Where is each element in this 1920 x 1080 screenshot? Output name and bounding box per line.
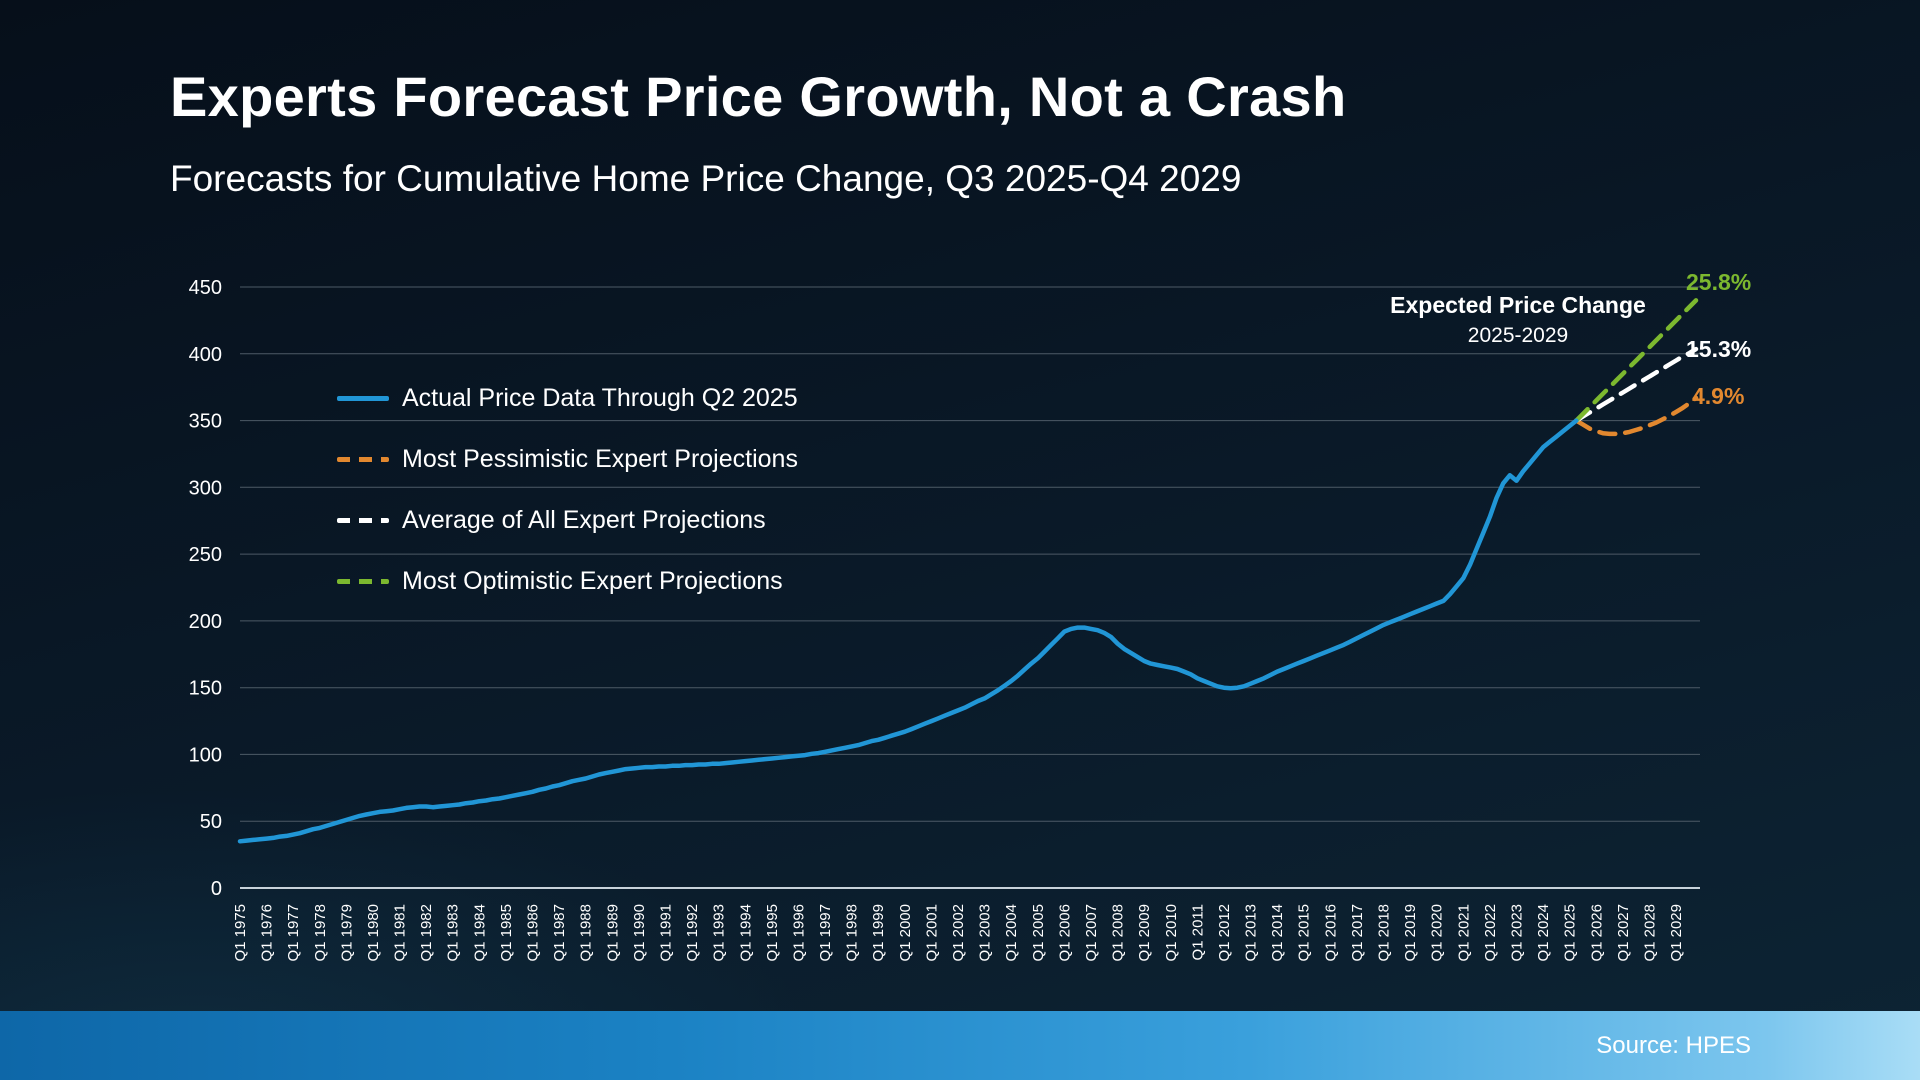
x-axis-tick-label: Q1 2026 — [1588, 904, 1605, 962]
legend-dashed-line-swatch — [337, 457, 389, 462]
legend: Actual Price Data Through Q2 2025 Most Pe… — [337, 368, 798, 612]
x-axis-tick-label: Q1 2021 — [1455, 904, 1472, 962]
x-axis-tick-label: Q1 2025 — [1562, 904, 1579, 962]
legend-item-label: Most Pessimistic Expert Projections — [402, 445, 798, 473]
y-axis-tick-label: 0 — [211, 878, 222, 900]
bottom-accent-bar: Source: HPES — [0, 1011, 1920, 1080]
source-label: Source: HPES — [1596, 1031, 1751, 1059]
x-axis-tick-label: Q1 1982 — [418, 904, 435, 962]
y-axis-tick-label: 450 — [189, 277, 222, 299]
legend-item: Most Pessimistic Expert Projections — [337, 429, 798, 490]
page-title: Experts Forecast Price Growth, Not a Cra… — [170, 65, 1347, 128]
x-axis-tick-label: Q1 1988 — [578, 904, 595, 962]
annotation-years: 2025-2029 — [1467, 324, 1569, 347]
x-axis-tick-label: Q1 1978 — [312, 904, 329, 962]
x-axis-tick-label: Q1 2015 — [1296, 904, 1313, 962]
x-axis-tick-label: Q1 1990 — [631, 904, 648, 962]
legend-item: Actual Price Data Through Q2 2025 — [337, 368, 798, 429]
x-axis-tick-label: Q1 1999 — [870, 904, 887, 962]
x-axis-tick-label: Q1 2006 — [1056, 904, 1073, 962]
x-axis-tick-label: Q1 2017 — [1349, 904, 1366, 962]
x-axis-tick-label: Q1 2004 — [1003, 904, 1020, 962]
x-axis-tick-label: Q1 2009 — [1136, 904, 1153, 962]
x-axis-tick-label: Q1 2027 — [1615, 904, 1632, 962]
x-axis-tick-label: Q1 2011 — [1189, 904, 1206, 960]
y-axis-tick-label: 150 — [189, 678, 222, 700]
x-axis-tick-label: Q1 1994 — [737, 904, 754, 962]
x-axis-tick-label: Q1 1991 — [658, 904, 675, 962]
legend-item-label: Average of All Expert Projections — [402, 506, 766, 534]
x-axis-tick-label: Q1 1985 — [498, 904, 515, 962]
average-end-label: 15.3% — [1686, 336, 1752, 362]
x-axis-tick-label: Q1 2001 — [923, 904, 940, 962]
x-axis-tick-label: Q1 1979 — [338, 904, 355, 962]
y-axis-tick-label: 350 — [189, 411, 222, 433]
legend-item: Most Optimistic Expert Projections — [337, 551, 798, 612]
y-axis-tick-label: 50 — [200, 811, 222, 833]
x-axis-tick-label: Q1 1998 — [844, 904, 861, 962]
x-axis-tick-label: Q1 2018 — [1376, 904, 1393, 962]
y-axis-tick-label: 300 — [189, 477, 222, 499]
x-axis-tick-label: Q1 1980 — [365, 904, 382, 962]
x-axis-tick-label: Q1 2016 — [1322, 904, 1339, 962]
x-axis-tick-label: Q1 1983 — [445, 904, 462, 962]
x-axis-tick-label: Q1 1996 — [791, 904, 808, 962]
x-axis-tick-label: Q1 1986 — [525, 904, 542, 962]
pessimistic-end-label: 4.9% — [1692, 383, 1745, 409]
x-axis-tick-label: Q1 1992 — [684, 904, 701, 962]
x-axis-tick-label: Q1 1987 — [551, 904, 568, 962]
series-optimistic — [1574, 298, 1699, 423]
optimistic-end-label: 25.8% — [1686, 269, 1752, 295]
legend-dashed-line-swatch — [337, 518, 389, 523]
x-axis-tick-label: Q1 2007 — [1083, 904, 1100, 962]
x-axis-tick-label: Q1 2002 — [950, 904, 967, 962]
x-axis-tick-label: Q1 1993 — [711, 904, 728, 962]
x-axis-tick-label: Q1 2014 — [1269, 904, 1286, 962]
y-axis-tick-label: 100 — [189, 744, 222, 766]
x-axis-tick-label: Q1 2024 — [1535, 904, 1552, 962]
x-axis-tick-label: Q1 2003 — [977, 904, 994, 962]
x-axis-tick-label: Q1 2008 — [1110, 904, 1127, 962]
legend-item-label: Most Optimistic Expert Projections — [402, 567, 783, 595]
x-axis-tick-label: Q1 1975 — [232, 904, 249, 962]
page-subtitle: Forecasts for Cumulative Home Price Chan… — [170, 158, 1242, 199]
y-axis-tick-label: 400 — [189, 344, 222, 366]
x-axis-tick-label: Q1 2029 — [1668, 904, 1685, 962]
y-axis-tick-label: 200 — [189, 611, 222, 633]
legend-dashed-line-swatch — [337, 579, 389, 584]
x-axis-tick-label: Q1 2005 — [1030, 904, 1047, 962]
x-axis-tick-label: Q1 1989 — [604, 904, 621, 962]
x-axis-tick-label: Q1 2012 — [1216, 904, 1233, 962]
x-axis-tick-label: Q1 1981 — [392, 904, 409, 962]
x-axis-tick-label: Q1 1977 — [285, 904, 302, 962]
x-axis-tick-label: Q1 2022 — [1482, 904, 1499, 962]
series-pessimistic — [1574, 395, 1699, 437]
y-axis-tick-label: 250 — [189, 544, 222, 566]
x-axis-tick-label: Q1 2028 — [1642, 904, 1659, 962]
x-axis-tick-label: Q1 2023 — [1509, 904, 1526, 962]
legend-solid-line-swatch — [337, 396, 389, 401]
x-axis-tick-label: Q1 1976 — [259, 904, 276, 962]
x-axis-tick-label: Q1 1997 — [817, 904, 834, 962]
x-axis-tick-label: Q1 2013 — [1243, 904, 1260, 962]
x-axis-tick-label: Q1 2020 — [1429, 904, 1446, 962]
legend-item: Average of All Expert Projections — [337, 490, 798, 551]
annotation-title: Expected Price Change — [1390, 292, 1646, 318]
x-axis-tick-label: Q1 1995 — [764, 904, 781, 962]
series-actual — [237, 418, 1579, 844]
expected-price-change-annotation: Expected Price Change 2025-2029 — [1380, 292, 1656, 348]
x-axis-tick-label: Q1 2000 — [897, 904, 914, 962]
legend-item-label: Actual Price Data Through Q2 2025 — [402, 384, 798, 412]
series-average — [1574, 346, 1699, 423]
chart-svg: 0 50 100 150 200 250 300 350 400 450 Q1 1975 Q1 197… — [189, 277, 1700, 962]
x-axis-tick-label: Q1 1984 — [471, 904, 488, 962]
x-axis-tick-label: Q1 2010 — [1163, 904, 1180, 962]
x-axis-tick-label: Q1 2019 — [1402, 904, 1419, 962]
